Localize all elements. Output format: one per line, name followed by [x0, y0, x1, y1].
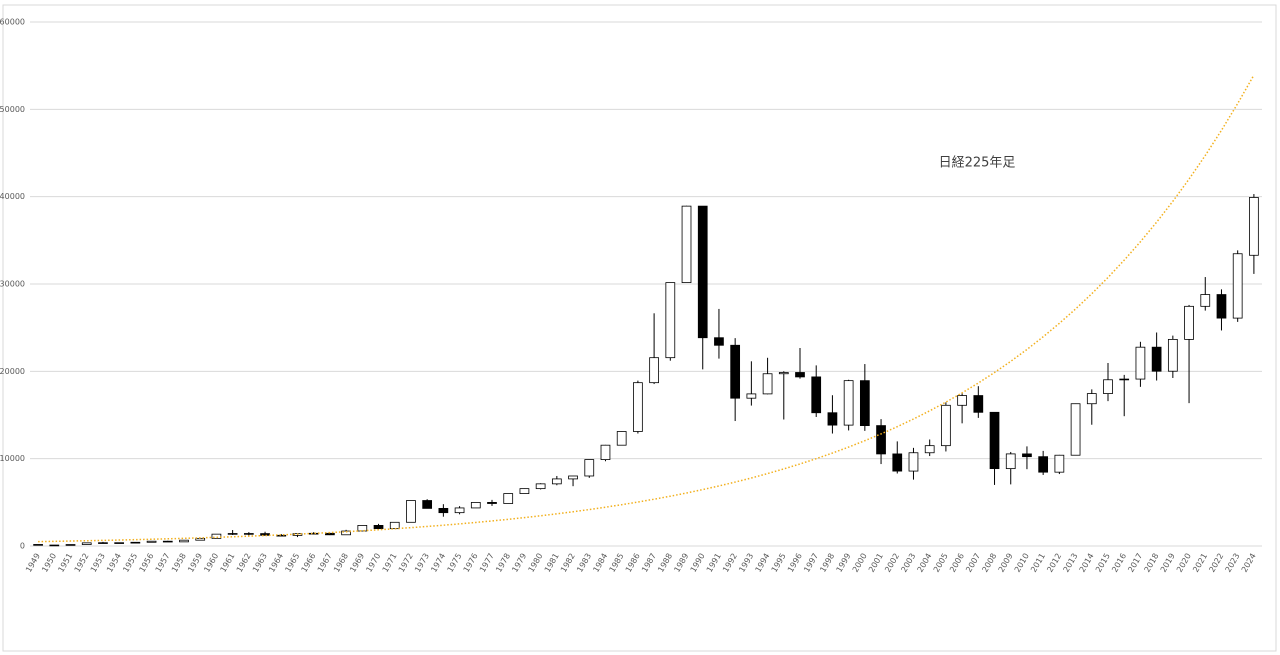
candle-body [1119, 378, 1130, 381]
candle-body [373, 525, 384, 530]
candle-body [1249, 197, 1259, 256]
y-tick-label: 60000 [0, 18, 25, 27]
y-tick-label: 20000 [0, 367, 25, 376]
candle-body [843, 380, 854, 426]
candle-body [243, 533, 254, 535]
candle-body [730, 344, 741, 399]
candle-body [746, 393, 757, 399]
y-tick-label: 40000 [0, 192, 25, 201]
candle-body [584, 459, 595, 477]
trendline [38, 74, 1255, 543]
candle-body [1022, 453, 1032, 458]
candle-body [1086, 393, 1097, 405]
candle-body [308, 532, 319, 535]
candle-body [1232, 253, 1243, 319]
candle-body [1005, 453, 1016, 470]
candle-body [633, 382, 643, 432]
candle-body [1216, 294, 1227, 319]
candle-body [551, 478, 562, 485]
candle-body [600, 444, 611, 460]
candle-body [665, 282, 676, 359]
candle-body [195, 537, 206, 541]
candle-body [1135, 346, 1146, 380]
candle-body [941, 404, 951, 447]
candle-body [227, 533, 238, 535]
candle-body [1054, 454, 1065, 473]
candle-body [454, 507, 465, 514]
candle-body [568, 475, 578, 480]
candle-body [1184, 305, 1194, 340]
candle-body [487, 502, 497, 504]
candle-body [1200, 294, 1211, 307]
candle-body [357, 525, 368, 532]
candle-body [876, 425, 886, 455]
candle-body [422, 500, 433, 509]
candle-body [778, 372, 789, 375]
candle-body [908, 452, 919, 472]
candle-body [957, 395, 967, 406]
candle-body [616, 431, 627, 446]
candle-body [714, 337, 724, 346]
candle-body [98, 542, 108, 544]
candle-body [989, 411, 1000, 470]
candle-body [1103, 379, 1113, 394]
candle-body [535, 483, 546, 490]
candle-body [33, 544, 43, 546]
candle-body [892, 453, 903, 472]
y-tick-label: 0 [20, 542, 25, 551]
chart-border [2, 4, 1277, 652]
candle-body [162, 540, 173, 543]
candle-body [1070, 403, 1081, 456]
candle-body [811, 376, 822, 414]
candle-body [1038, 456, 1049, 473]
candle-body [65, 544, 76, 546]
candle-body [114, 542, 125, 544]
candle-body [1167, 338, 1178, 372]
y-tick-label: 50000 [0, 105, 25, 114]
candle-body [260, 533, 270, 536]
candle-body [649, 357, 659, 384]
candle-body [924, 445, 935, 454]
candle-body [211, 533, 222, 539]
candle-body [827, 412, 838, 426]
candle-body [681, 205, 692, 284]
y-tick-label: 30000 [0, 280, 25, 289]
candle-body [859, 380, 870, 427]
candle-body [470, 502, 481, 509]
candle-body [146, 540, 157, 543]
candle-body [130, 541, 141, 544]
candle-body [795, 372, 805, 378]
candle-body [503, 493, 514, 504]
candle-body [438, 507, 449, 514]
candle-body [519, 488, 530, 494]
candle-body [325, 532, 335, 536]
candle-body [762, 373, 773, 395]
candle-body [1151, 346, 1162, 372]
candle-body [81, 542, 92, 545]
candle-body [973, 395, 984, 413]
candle-body [697, 205, 708, 339]
candle-body [49, 544, 60, 547]
chart-title: 日経225年足 [939, 156, 1016, 171]
y-tick-label: 10000 [0, 454, 25, 463]
candle-body [389, 521, 400, 530]
candle-body [179, 539, 189, 543]
candle-body [406, 500, 416, 523]
